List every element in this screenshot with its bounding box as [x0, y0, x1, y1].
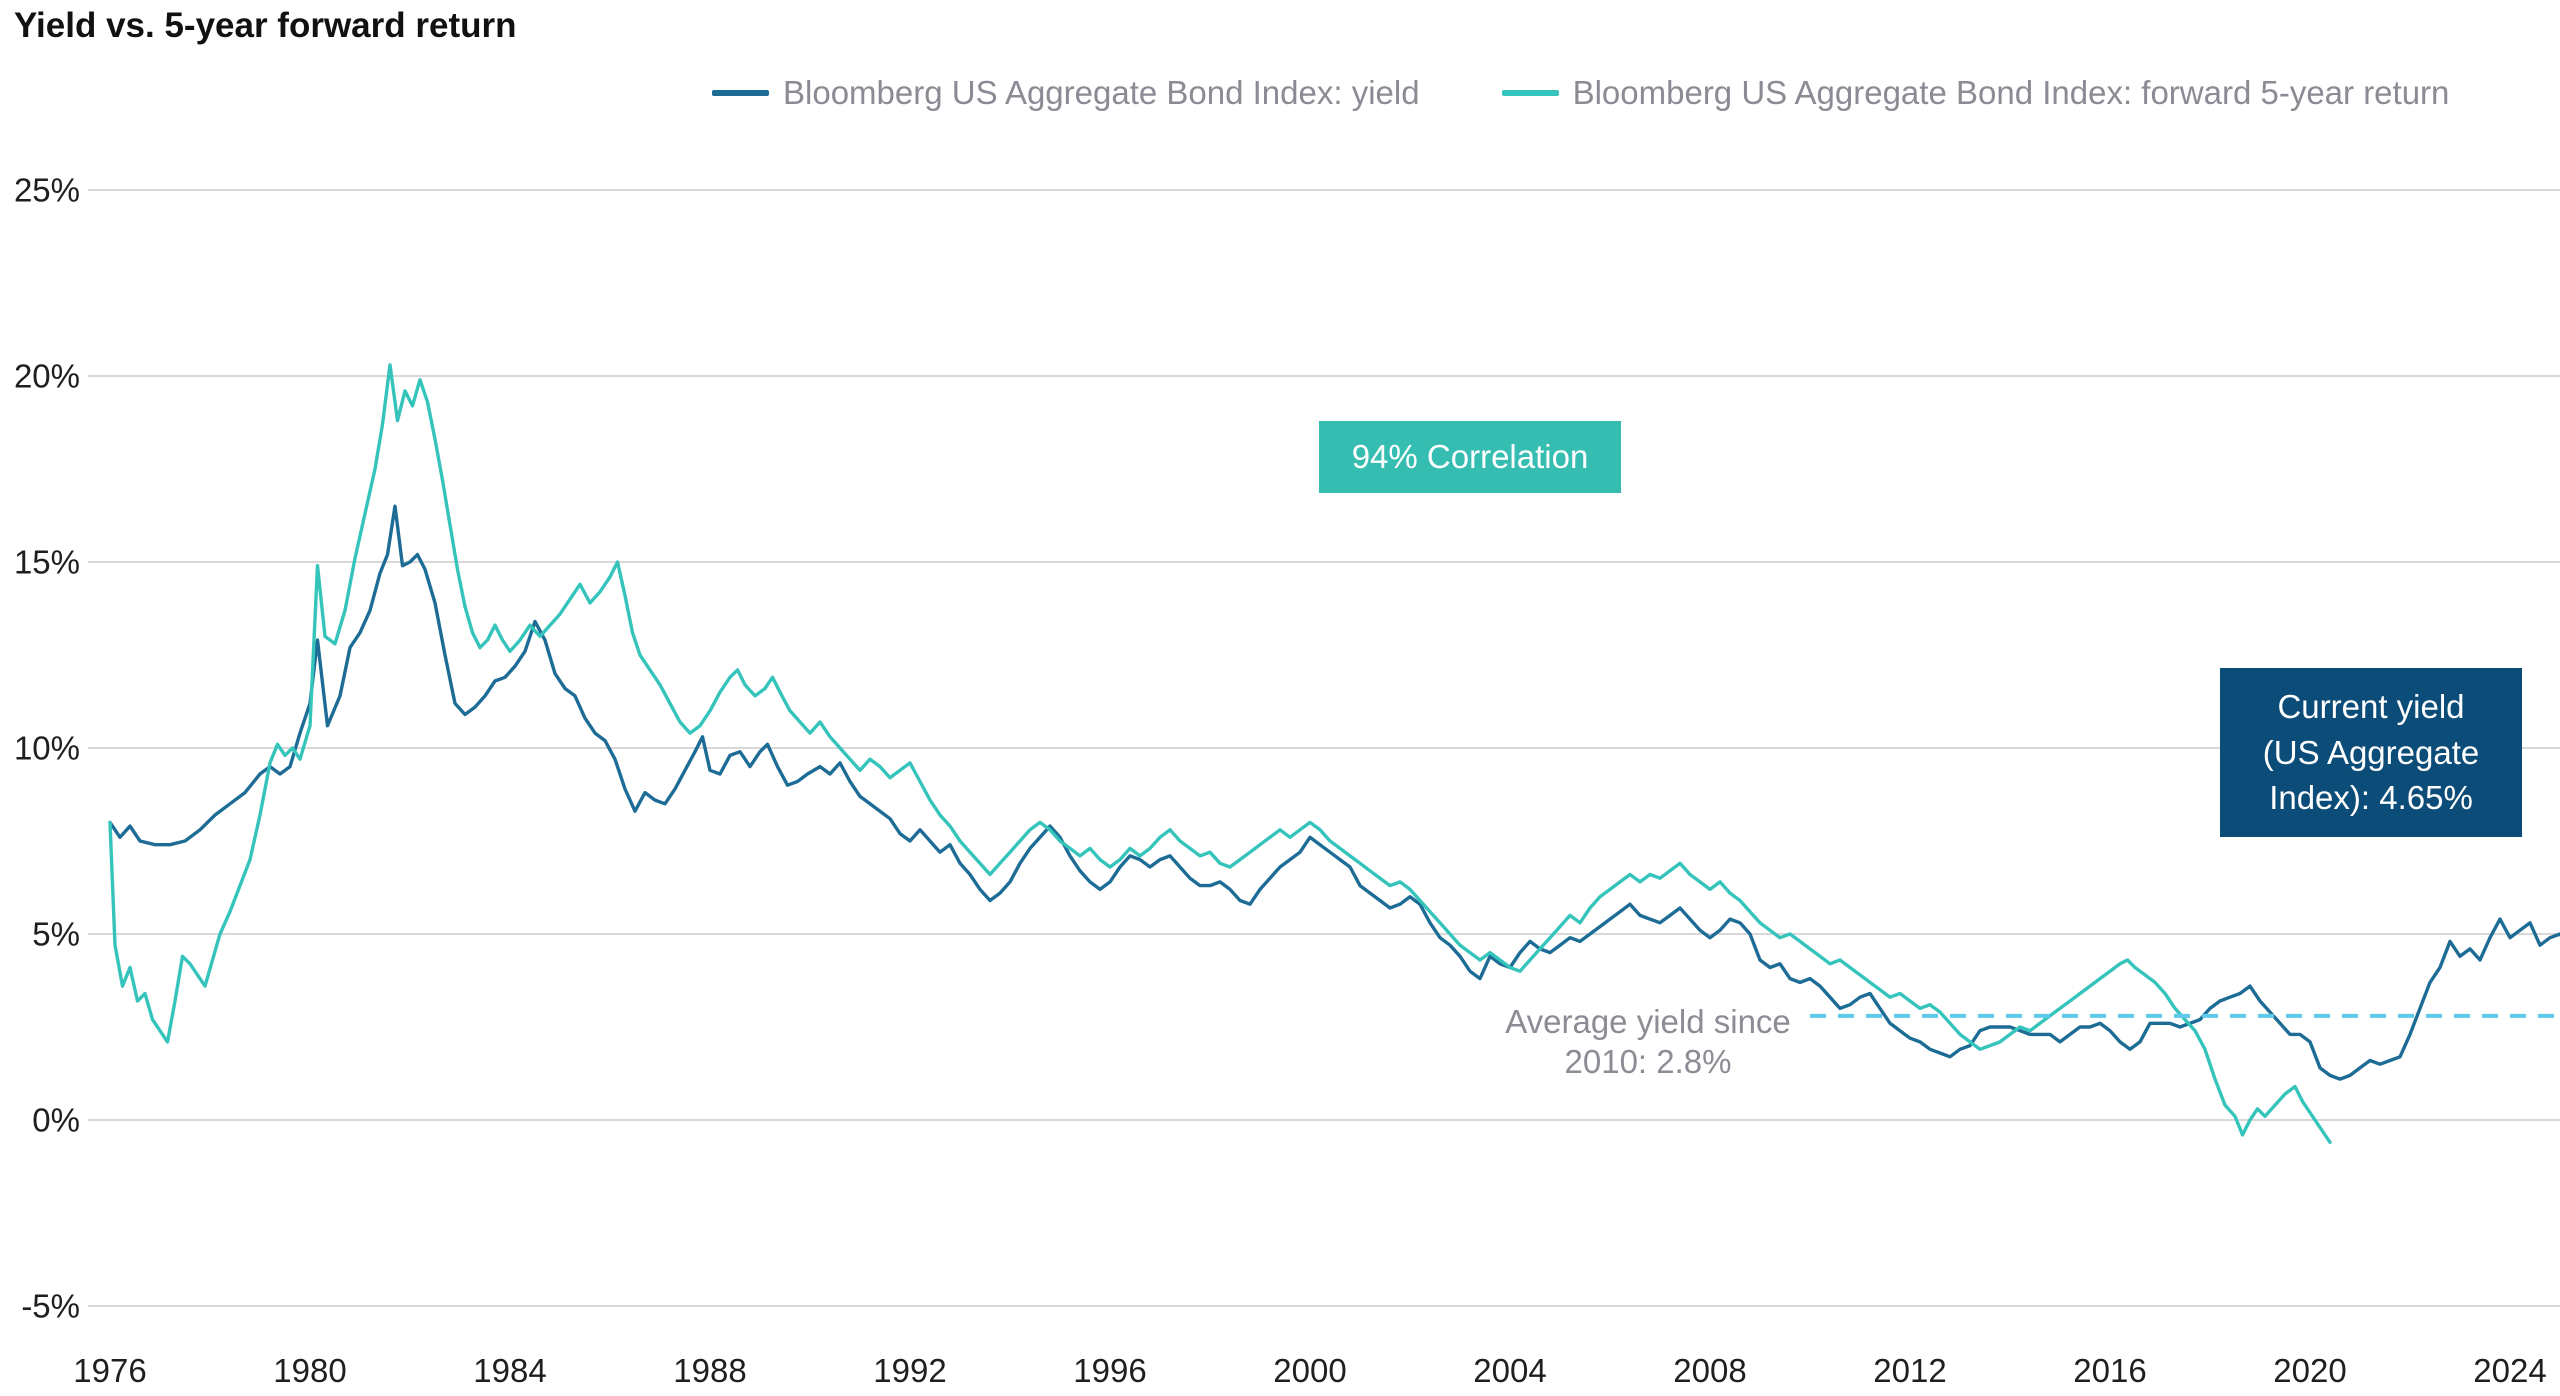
svg-text:1980: 1980	[273, 1352, 346, 1389]
legend-label-yield: Bloomberg US Aggregate Bond Index: yield	[783, 74, 1420, 111]
current-yield-callout: Current yield (US Aggregate Index): 4.65…	[2220, 668, 2522, 837]
svg-text:0%: 0%	[32, 1102, 80, 1139]
svg-text:-5%: -5%	[21, 1288, 80, 1325]
current-yield-line-2: (US Aggregate	[2262, 733, 2480, 771]
svg-text:20%: 20%	[14, 358, 80, 395]
svg-text:2004: 2004	[1473, 1352, 1546, 1389]
average-yield-label-line-2: 2010: 2.8%	[1564, 1042, 1732, 1080]
forward-return-line-swatch-icon	[1501, 90, 1559, 96]
legend: Bloomberg US Aggregate Bond Index: yield…	[712, 74, 2449, 112]
legend-item-yield: Bloomberg US Aggregate Bond Index: yield	[712, 74, 1420, 112]
average-yield-label: Average yield since 2010: 2.8%	[1498, 1002, 1798, 1081]
legend-item-forward-return: Bloomberg US Aggregate Bond Index: forwa…	[1501, 74, 2450, 112]
svg-text:1976: 1976	[73, 1352, 146, 1389]
correlation-badge: 94% Correlation	[1319, 421, 1621, 493]
svg-text:1988: 1988	[673, 1352, 746, 1389]
current-yield-line-3: Index): 4.65%	[2269, 779, 2473, 817]
svg-text:2012: 2012	[1873, 1352, 1946, 1389]
svg-text:2016: 2016	[2073, 1352, 2146, 1389]
svg-text:5%: 5%	[32, 916, 80, 953]
legend-label-forward-return: Bloomberg US Aggregate Bond Index: forwa…	[1572, 74, 2450, 111]
svg-text:2024: 2024	[2473, 1352, 2546, 1389]
page-title: Yield vs. 5-year forward return	[14, 6, 517, 45]
yield-line-swatch-icon	[712, 90, 769, 96]
svg-text:15%: 15%	[14, 544, 80, 581]
svg-text:1996: 1996	[1073, 1352, 1146, 1389]
svg-text:1992: 1992	[873, 1352, 946, 1389]
svg-text:25%: 25%	[14, 172, 80, 209]
svg-text:2000: 2000	[1273, 1352, 1346, 1389]
svg-text:10%: 10%	[14, 730, 80, 767]
svg-text:1984: 1984	[473, 1352, 546, 1389]
svg-text:2008: 2008	[1673, 1352, 1746, 1389]
svg-text:2020: 2020	[2273, 1352, 2346, 1389]
average-yield-label-line-1: Average yield since	[1505, 1003, 1791, 1040]
current-yield-line-1: Current yield	[2277, 688, 2465, 725]
